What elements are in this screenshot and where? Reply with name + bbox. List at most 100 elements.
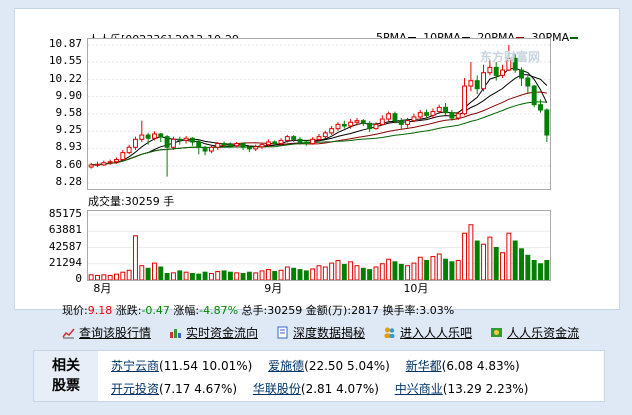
related-stock-link[interactable]: 华联股份 (252, 382, 301, 396)
candle-body (481, 72, 487, 90)
related-stock-link[interactable]: 苏宁云商 (111, 359, 160, 373)
price-tick-label: 8.60 (55, 157, 83, 171)
volume-bar (126, 269, 132, 281)
candle-body (322, 132, 328, 138)
related-label-line1: 相关 (52, 358, 80, 374)
candle-body (120, 152, 126, 161)
change-label: 涨跌: (115, 304, 142, 317)
related-stock-link[interactable]: 爱施德 (268, 359, 305, 373)
quick-links: 查询该股行情 实时资金流向 深度数据揭秘 进入人人乐吧 人人乐资金流 (62, 324, 579, 341)
volume-tick-label: 85175 (48, 207, 82, 220)
volume-bar (493, 247, 499, 281)
volume-bar (208, 273, 214, 281)
ma30-line (91, 101, 547, 166)
candle-body (215, 143, 221, 148)
volume-bar (183, 271, 189, 281)
candle-body (354, 120, 360, 123)
candle-body (272, 141, 278, 145)
candle-body (227, 144, 233, 147)
related-stock-value: (2.81 4.07%) (300, 382, 379, 396)
volume-bar (284, 266, 290, 281)
volume-bar (246, 271, 252, 281)
volume-bar (379, 263, 385, 281)
volume-bar (196, 273, 202, 281)
candle-body (531, 85, 537, 106)
related-stocks: 相关 股票 苏宁云商(11.54 10.01%) 爱施德(22.50 5.04%… (33, 350, 605, 402)
candle-body (221, 143, 227, 146)
candle-body (139, 134, 145, 140)
related-label-line2: 股票 (52, 378, 80, 394)
candle-body (278, 139, 284, 145)
volume-tick-label: 0 (75, 272, 82, 285)
volume-bar (405, 265, 411, 281)
candle-body (196, 141, 202, 148)
price-tick-label: 10.22 (48, 71, 82, 85)
link-deep-data[interactable]: 深度数据揭秘 (276, 324, 365, 341)
volume-bar (145, 267, 151, 281)
volume-bar (265, 269, 271, 281)
candle-body (329, 128, 335, 134)
candle-body (253, 146, 259, 150)
candle-body (177, 138, 183, 141)
candle-body (443, 106, 449, 114)
candle-body (164, 136, 170, 148)
volume-bar (506, 232, 512, 281)
volume-bar (120, 271, 126, 281)
volume-bar (215, 271, 221, 281)
candle-body (234, 143, 240, 147)
related-stock-link[interactable]: 开元投资 (111, 382, 160, 396)
candle-body (360, 120, 366, 124)
candle-body (455, 113, 461, 119)
link-fund-flow[interactable]: 实时资金流向 (169, 324, 258, 341)
price-tick-label: 9.58 (55, 105, 83, 119)
candle-body (544, 109, 550, 136)
volume-bar (424, 260, 430, 281)
volume-bar (164, 273, 170, 281)
pct-label: 涨幅: (173, 304, 200, 317)
volume-bar (449, 261, 455, 281)
candle-body (449, 112, 455, 119)
volume-tick-label: 63881 (48, 223, 82, 237)
volume-bar (303, 270, 309, 281)
related-stock-link[interactable]: 新华都 (405, 359, 442, 373)
candle-body (417, 112, 423, 118)
related-stock-link[interactable]: 中兴商业 (394, 382, 443, 396)
volume-bar (386, 258, 392, 281)
link-capital-flow[interactable]: 人人乐资金流 (490, 324, 579, 341)
candle-body (246, 146, 252, 150)
volume-bar (474, 240, 480, 281)
volume-bar (367, 269, 373, 281)
candle-body (436, 106, 442, 113)
volume-bar (221, 270, 227, 281)
candle-body (189, 137, 195, 143)
related-stock-value: (22.50 5.04%) (304, 359, 390, 373)
amount-label: 金额(万): (305, 304, 352, 317)
related-stock-value: (6.08 4.83%) (441, 359, 520, 373)
candle-body (506, 57, 512, 71)
quote-stats: 现价:9.18 涨跌:-0.47 涨幅:-4.87% 总手:30259 金额(万… (62, 302, 454, 318)
volume-tick-label: 42587 (48, 239, 82, 253)
link-deep-data-label: 深度数据揭秘 (293, 326, 366, 340)
price-tick-label: 10.87 (48, 37, 82, 50)
link-forum[interactable]: 进入人人乐吧 (383, 324, 472, 341)
volume-bar (227, 271, 233, 281)
volume-bar (531, 260, 537, 281)
volume-bar (310, 268, 316, 281)
bar-chart-icon (170, 329, 182, 338)
price-tick-label: 9.90 (55, 88, 83, 102)
price-tick-label: 8.93 (55, 140, 83, 154)
volume-bar (329, 262, 335, 281)
candle-body (101, 162, 107, 166)
volume-bar (373, 266, 379, 281)
volume-bar (348, 261, 354, 281)
link-quote[interactable]: 查询该股行情 (62, 324, 151, 341)
volume-bar (297, 269, 303, 281)
volume-tick-label: 21294 (48, 255, 82, 269)
volume-bar (500, 252, 505, 281)
volume-bar (417, 256, 423, 281)
candle-body (487, 66, 493, 74)
related-stock-value: (13.29 2.23%) (442, 382, 529, 396)
candle-body (512, 57, 518, 71)
volume-bar (316, 265, 322, 281)
candle-body (259, 144, 265, 148)
